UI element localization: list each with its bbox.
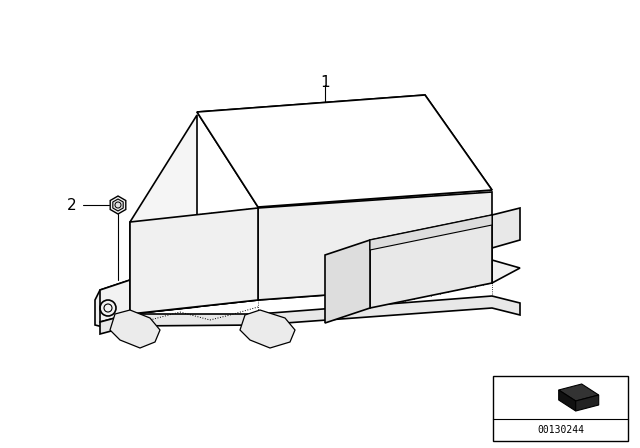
Polygon shape	[258, 192, 492, 300]
Polygon shape	[559, 384, 598, 401]
Polygon shape	[110, 310, 160, 348]
Polygon shape	[110, 196, 126, 214]
Polygon shape	[492, 208, 520, 248]
Polygon shape	[559, 390, 576, 411]
Polygon shape	[100, 260, 520, 322]
Text: 1: 1	[320, 74, 330, 90]
Text: 2: 2	[67, 198, 77, 212]
Polygon shape	[325, 240, 370, 323]
Polygon shape	[95, 280, 130, 330]
Bar	[493, 376, 628, 441]
Polygon shape	[100, 296, 520, 334]
Polygon shape	[130, 208, 258, 314]
Polygon shape	[197, 95, 492, 207]
Polygon shape	[130, 115, 197, 314]
Polygon shape	[576, 395, 598, 411]
Polygon shape	[197, 95, 492, 207]
Polygon shape	[113, 199, 123, 211]
Polygon shape	[240, 310, 295, 348]
Polygon shape	[370, 215, 492, 308]
Text: 00130244: 00130244	[537, 425, 584, 435]
Polygon shape	[370, 215, 492, 250]
